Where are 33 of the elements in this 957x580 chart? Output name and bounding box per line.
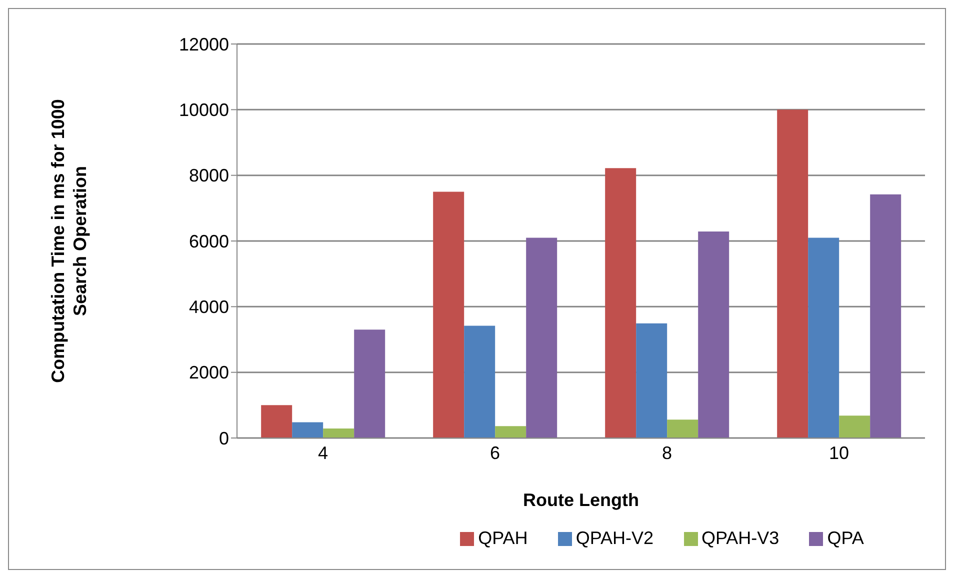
legend-label: QPA — [827, 528, 864, 548]
x-tick-label: 4 — [318, 442, 328, 463]
legend-label: QPAH — [478, 528, 528, 548]
y-tick-label: 10000 — [178, 100, 229, 120]
bar — [354, 330, 386, 438]
bar — [292, 422, 324, 438]
bar — [323, 428, 354, 438]
x-tick-label: 6 — [490, 442, 500, 463]
bar — [667, 420, 698, 438]
bar — [605, 168, 636, 438]
bar — [433, 192, 464, 438]
legend-label: QPAH-V2 — [576, 528, 654, 548]
y-tick-label: 4000 — [188, 297, 229, 318]
x-tick-label: 8 — [662, 442, 672, 463]
bar — [526, 238, 558, 438]
bar — [464, 326, 496, 438]
y-axis-title: Computation Time in ms for 1000 Search Operation — [48, 99, 90, 383]
bar — [777, 110, 808, 438]
bar — [495, 426, 526, 438]
bar — [698, 231, 730, 438]
y-tick-label: 8000 — [188, 166, 229, 186]
y-tick-label: 12000 — [178, 34, 229, 54]
bar — [808, 238, 840, 438]
y-tick-label: 0 — [218, 428, 229, 448]
bar — [636, 323, 668, 438]
y-tick-label: 2000 — [188, 362, 229, 383]
bar — [261, 405, 292, 438]
x-axis-title: Route Length — [523, 490, 639, 510]
bar — [839, 416, 870, 438]
y-tick-label: 6000 — [188, 231, 229, 252]
legend-label: QPAH-V3 — [702, 528, 780, 548]
x-tick-label: 10 — [828, 442, 850, 463]
bar — [870, 194, 902, 438]
